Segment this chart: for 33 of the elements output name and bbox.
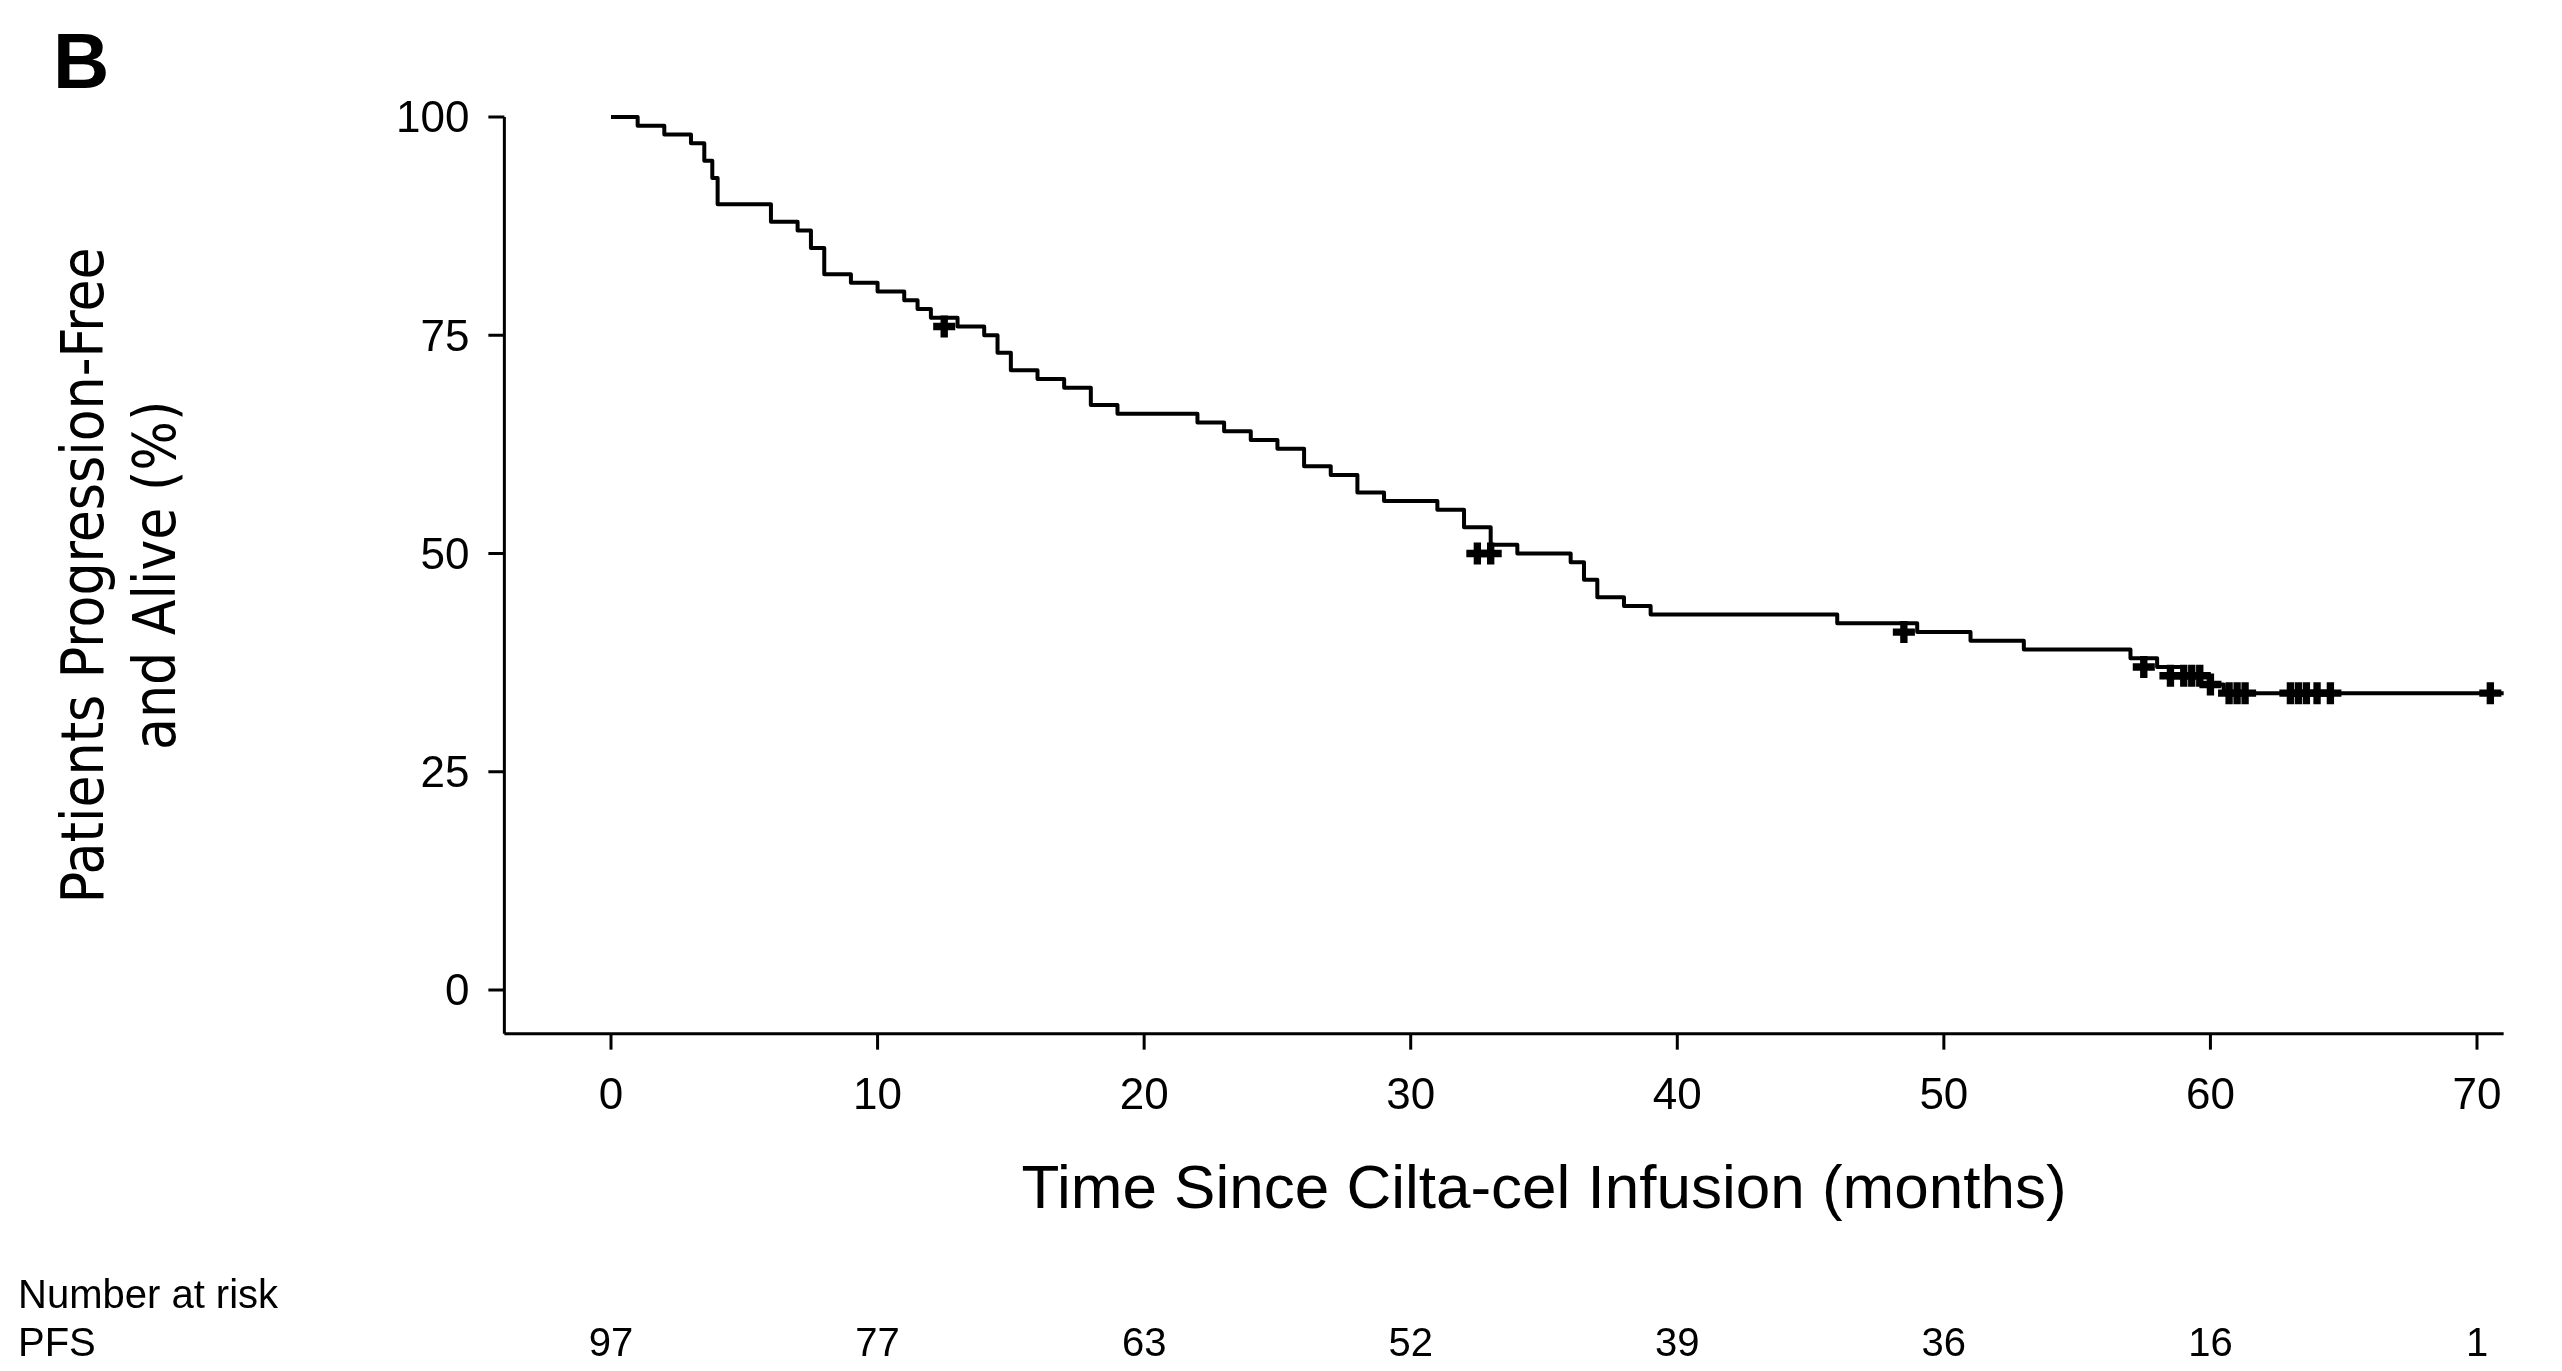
x-tick-label: 0 bbox=[598, 1068, 624, 1118]
point bbox=[2319, 682, 2342, 705]
y-tick-label: 100 bbox=[395, 92, 470, 142]
y-tick-label: 25 bbox=[420, 747, 470, 797]
text: 63 bbox=[1121, 1320, 1167, 1364]
y-axis-title: Patients Progression-Free and Alive (%) bbox=[49, 247, 189, 904]
point bbox=[1892, 621, 1915, 644]
x-tick-label: 50 bbox=[1919, 1068, 1969, 1118]
point bbox=[933, 315, 956, 338]
x-tick-label: 30 bbox=[1386, 1068, 1436, 1118]
chart-title: B bbox=[53, 17, 110, 105]
x-tick-label: 10 bbox=[853, 1068, 903, 1118]
text: 36 bbox=[1921, 1320, 1967, 1364]
text: PFS bbox=[18, 1320, 96, 1364]
text: 39 bbox=[1655, 1320, 1700, 1364]
text: 97 bbox=[588, 1320, 634, 1364]
text: Number at risk bbox=[18, 1272, 280, 1316]
x-axis-title: Time Since Cilta-cel Infusion (months) bbox=[1021, 1152, 2067, 1221]
x-tick-label: 40 bbox=[1652, 1068, 1702, 1118]
point bbox=[1479, 542, 1502, 565]
x-tick-label: 60 bbox=[2185, 1068, 2235, 1118]
point bbox=[2132, 655, 2155, 679]
x-tick-label: 70 bbox=[2452, 1068, 2502, 1118]
text: 1 bbox=[2465, 1320, 2489, 1364]
x-tick-label: 20 bbox=[1119, 1068, 1169, 1118]
text: 16 bbox=[2188, 1320, 2233, 1364]
point bbox=[2479, 682, 2502, 705]
text: 52 bbox=[1388, 1320, 1433, 1364]
y-tick-label: 50 bbox=[420, 528, 470, 578]
text: 77 bbox=[855, 1320, 900, 1364]
point bbox=[2199, 673, 2222, 696]
y-tick-label: 75 bbox=[420, 310, 470, 360]
y-tick-label: 0 bbox=[444, 965, 470, 1015]
